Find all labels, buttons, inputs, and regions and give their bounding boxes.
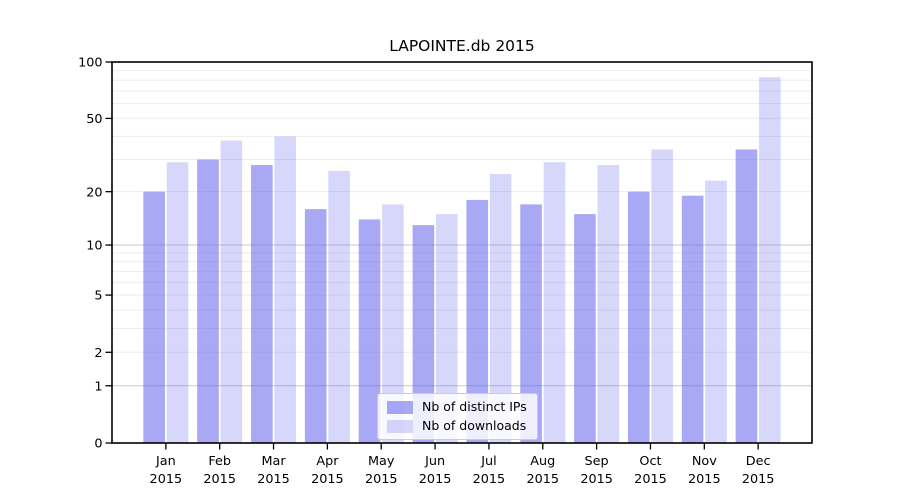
- x-tick-label-year: 2015: [688, 472, 721, 487]
- bar-ips-oct: [627, 191, 650, 443]
- legend: Nb of distinct IPs Nb of downloads: [377, 393, 538, 440]
- x-tick-label-month: Aug: [530, 454, 555, 469]
- bar-downloads-apr: [328, 170, 350, 444]
- x-tick-label-month: May: [368, 454, 395, 469]
- x-tick-label-month: Dec: [746, 454, 771, 469]
- legend-item-downloads: Nb of downloads: [387, 418, 527, 434]
- x-tick-label-month: Feb: [208, 454, 231, 469]
- bar-downloads-sep: [597, 165, 620, 443]
- plot-spines: [111, 61, 813, 444]
- x-tick-label-month: Mar: [261, 454, 286, 469]
- x-tick-label-month: Nov: [692, 454, 717, 469]
- y-tick-label: 100: [78, 56, 102, 71]
- legend-swatch-downloads: [387, 419, 413, 433]
- legend-swatch-distinct-ips: [387, 400, 413, 414]
- bar-downloads-nov: [705, 180, 727, 443]
- bar-downloads-jun: [435, 214, 458, 443]
- bar-downloads-jul: [489, 174, 512, 443]
- y-tick-label: 2: [94, 346, 102, 361]
- x-tick-label-year: 2015: [419, 472, 452, 487]
- bar-ips-feb: [197, 159, 219, 444]
- x-tick-label-year: 2015: [311, 472, 344, 487]
- bar-ips-aug: [520, 204, 542, 443]
- x-tick-label-month: Jan: [155, 454, 176, 469]
- x-tick-label-year: 2015: [526, 472, 559, 487]
- chart-title: LAPOINTE.db 2015: [389, 37, 535, 55]
- y-tick-label: 5: [94, 289, 102, 304]
- bar-downloads-aug: [543, 162, 566, 443]
- x-tick-label-month: Oct: [639, 454, 661, 469]
- bar-ips-jan: [143, 191, 165, 443]
- bar-downloads-mar: [274, 136, 297, 444]
- bar-ips-nov: [681, 195, 704, 443]
- bar-downloads-may: [382, 204, 404, 443]
- legend-label-distinct-ips: Nb of distinct IPs: [422, 399, 527, 414]
- x-tick-label-year: 2015: [580, 472, 613, 487]
- legend-label-downloads: Nb of downloads: [422, 418, 527, 433]
- bar-ips-sep: [574, 214, 596, 443]
- x-tick-label-year: 2015: [150, 472, 183, 487]
- bar-downloads-jan: [166, 162, 189, 443]
- x-tick-label-year: 2015: [257, 472, 290, 487]
- y-tick-label: 50: [86, 112, 102, 127]
- y-tick-label: 10: [86, 239, 102, 254]
- x-tick-label-month: Sep: [585, 454, 609, 469]
- bar-ips-dec: [735, 149, 758, 443]
- x-tick-label-year: 2015: [203, 472, 236, 487]
- bar-downloads-dec: [759, 77, 781, 443]
- x-tick-label-month: Jul: [480, 454, 496, 469]
- y-tick-label: 1: [94, 379, 102, 394]
- y-tick-label: 20: [86, 185, 102, 200]
- bar-ips-jul: [466, 199, 489, 443]
- x-tick-label-year: 2015: [473, 472, 506, 487]
- legend-item-distinct-ips: Nb of distinct IPs: [387, 399, 527, 415]
- x-tick-label-year: 2015: [742, 472, 775, 487]
- y-tick-label: 0: [94, 437, 102, 452]
- x-tick-label-month: Jun: [424, 454, 445, 469]
- x-tick-label-month: Apr: [316, 454, 339, 469]
- bar-ips-mar: [251, 165, 273, 443]
- bar-ips-may: [358, 219, 381, 443]
- x-tick-label-year: 2015: [365, 472, 398, 487]
- bar-downloads-oct: [651, 149, 673, 443]
- x-tick-label-year: 2015: [634, 472, 667, 487]
- bar-ips-jun: [412, 225, 435, 443]
- bar-downloads-feb: [220, 140, 243, 444]
- bar-ips-apr: [304, 209, 327, 443]
